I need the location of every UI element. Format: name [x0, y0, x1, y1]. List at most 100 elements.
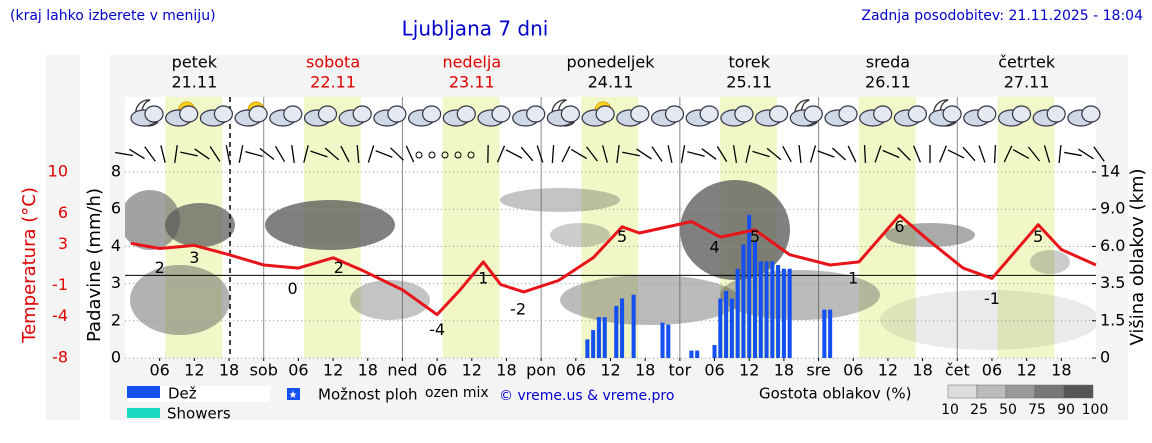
- precip-bar: [689, 350, 694, 358]
- precip-bar: [828, 309, 833, 358]
- density-swatch: [1005, 384, 1036, 399]
- wind-barb: [1093, 146, 1105, 162]
- wind-barb: [340, 145, 350, 163]
- day-name: torek: [729, 53, 771, 72]
- precip-bar: [747, 214, 752, 358]
- temperature-label: -1: [984, 289, 1000, 308]
- wind-barb: [356, 145, 360, 163]
- x-tick-label: 18: [358, 361, 378, 380]
- cloud-tick-label: 14: [1100, 162, 1120, 181]
- x-tick-label: 12: [600, 361, 620, 380]
- x-tick-label: 12: [323, 361, 343, 380]
- cloud-tick-label: 3.5: [1100, 273, 1125, 292]
- wind-barb: [882, 149, 900, 159]
- wind-barb: [752, 150, 770, 158]
- x-tick-label: 06: [982, 361, 1002, 380]
- wind-barb: [160, 145, 166, 163]
- wind-barb: [947, 149, 965, 159]
- x-tick-label: sre: [806, 361, 830, 380]
- wind-barb: [616, 145, 620, 163]
- precip-bar: [602, 317, 607, 358]
- day-name: četrtek: [998, 53, 1056, 72]
- cloud-icon: [387, 105, 407, 123]
- wind-barb: [209, 146, 221, 162]
- day-name: petek: [172, 53, 218, 72]
- wind-barb: [1003, 145, 1013, 163]
- x-tick-label: 12: [739, 361, 759, 380]
- cloud-icon: [1046, 105, 1066, 123]
- wind-barb: [978, 145, 986, 163]
- wind-barb: [766, 147, 782, 161]
- precip-bar: [724, 291, 729, 358]
- x-tick-label: 12: [462, 361, 482, 380]
- wind-barb: [129, 148, 145, 160]
- precip-tick-label: 4: [111, 236, 121, 255]
- wind-barb: [874, 145, 882, 163]
- wind-barb: [180, 151, 198, 157]
- cloud-tick-label: 6.0: [1100, 236, 1125, 255]
- day-date: 24.11: [588, 73, 634, 92]
- precip-bar: [741, 244, 746, 358]
- wind-barb: [732, 145, 738, 163]
- cloud-icon: [179, 105, 199, 123]
- left-strip: [46, 55, 80, 420]
- wind-barb: [174, 145, 178, 163]
- wind-barb: [225, 145, 231, 163]
- wind-barb: [303, 145, 309, 163]
- wind-barb: [929, 145, 931, 163]
- temperature-label: 5: [1033, 227, 1043, 246]
- legend-chance: Možnost ploh: [318, 386, 418, 404]
- day-date: 26.11: [865, 73, 911, 92]
- density-label: 10: [941, 402, 959, 418]
- temperature-label: 4: [709, 238, 719, 257]
- temp-tick-label: 10: [48, 162, 68, 181]
- cloud-icon: [734, 105, 754, 123]
- wind-barb: [622, 151, 640, 157]
- precip-bar: [631, 294, 636, 358]
- day-date: 21.11: [171, 73, 217, 92]
- cloud-axis-label: Višina oblakov (km): [1127, 168, 1148, 345]
- calm: [454, 151, 462, 159]
- wind-barb: [687, 151, 705, 157]
- wind-barb: [667, 145, 673, 163]
- day-name: ponedeljek: [567, 53, 656, 72]
- wind-barb: [324, 147, 340, 161]
- legend-mix: ozen mix: [425, 385, 489, 401]
- temperature-axis-label: Temperatura (°C): [19, 187, 40, 344]
- cloud-icon: [699, 105, 719, 123]
- wind-barb: [701, 148, 717, 160]
- wind-barb: [651, 146, 663, 162]
- calm: [441, 151, 449, 159]
- density-label: 50: [999, 402, 1017, 418]
- precip-bar: [729, 298, 734, 358]
- cloud-icon: [873, 105, 893, 123]
- temperature-label: -4: [429, 320, 445, 339]
- temp-tick-label: 3: [58, 234, 68, 253]
- day-name: nedelja: [442, 53, 501, 72]
- wind-barb: [993, 145, 997, 163]
- x-tick-label: 12: [184, 361, 204, 380]
- wind-barb: [716, 146, 728, 162]
- precip-bar: [776, 265, 781, 358]
- legend-showers-swatch: [127, 408, 160, 418]
- precip-axis-label: Padavine (mm/h): [84, 188, 105, 342]
- day-name: sreda: [866, 53, 910, 72]
- x-tick-label: 06: [843, 361, 863, 380]
- x-tick-label: 06: [704, 361, 724, 380]
- temperature-label: 6: [894, 217, 904, 236]
- wind-barb: [1043, 145, 1051, 163]
- wind-barb: [798, 145, 802, 163]
- wind-barb: [745, 145, 751, 163]
- cloud-icon: [803, 105, 823, 123]
- cloud-icon: [456, 105, 476, 123]
- precip-bar: [822, 309, 827, 358]
- wind-barb: [561, 145, 571, 163]
- precip-tick-label: 6: [111, 199, 121, 218]
- wind-barb: [782, 145, 792, 163]
- wind-barb: [636, 148, 652, 160]
- cloud-icon: [630, 105, 650, 123]
- cloud-icon: [942, 105, 962, 123]
- wind-barb: [1064, 151, 1082, 157]
- precip-tick-label: 3: [111, 273, 121, 292]
- wind-barb: [570, 148, 588, 160]
